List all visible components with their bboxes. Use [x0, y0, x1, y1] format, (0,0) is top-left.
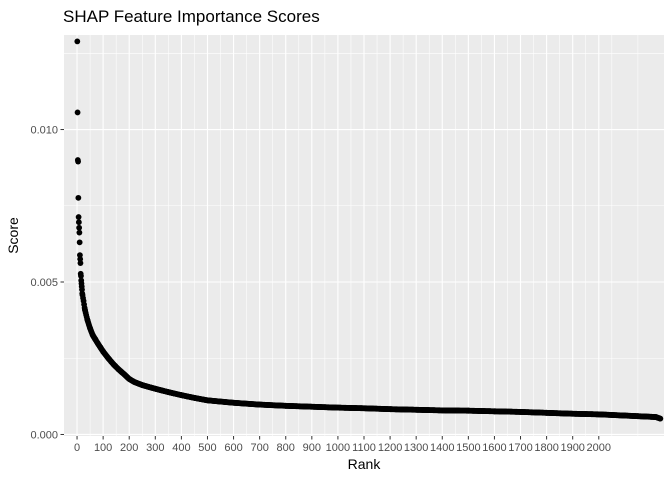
y-axis-title: Score	[5, 217, 21, 254]
x-tick-label: 600	[224, 442, 242, 454]
data-point	[76, 224, 83, 231]
x-tick-label: 1600	[482, 442, 506, 454]
data-point	[77, 260, 84, 266]
data-point	[78, 273, 84, 279]
data-point	[75, 158, 81, 165]
data-point	[74, 109, 81, 116]
y-tick-label: 0.000	[30, 429, 58, 441]
chart-title: SHAP Feature Importance Scores	[63, 7, 320, 26]
x-tick-label: 2000	[587, 442, 611, 454]
data-point	[657, 415, 664, 422]
y-tick-label: 0.010	[30, 125, 58, 137]
x-tick-label: 800	[277, 442, 295, 454]
x-tick-label: 1900	[560, 442, 584, 454]
x-tick-label: 1300	[404, 442, 428, 454]
x-tick-label: 1500	[456, 442, 480, 454]
x-tick-label: 1400	[430, 442, 454, 454]
x-tick-label: 500	[198, 442, 216, 454]
data-point	[74, 38, 81, 45]
data-points	[74, 38, 664, 422]
x-tick-label: 1100	[352, 442, 376, 454]
x-tick-label: 300	[146, 442, 164, 454]
x-tick-label: 900	[303, 442, 321, 454]
y-tick-label: 0.005	[30, 277, 58, 289]
x-tick-label: 1800	[534, 442, 558, 454]
data-point	[75, 194, 82, 201]
x-tick-label: 200	[120, 442, 138, 454]
x-axis-title: Rank	[348, 456, 382, 472]
grid-lines	[64, 35, 664, 436]
x-tick-label: 400	[172, 442, 190, 454]
x-tick-label: 100	[94, 442, 112, 454]
data-point	[75, 214, 82, 220]
data-point	[76, 229, 83, 236]
x-tick-label: 700	[250, 442, 268, 454]
x-tick-label: 1000	[326, 442, 350, 454]
data-point	[76, 239, 83, 246]
data-point	[75, 219, 82, 226]
x-tick-label: 1200	[378, 442, 402, 454]
y-axis: 0.000 0.005 0.010	[30, 125, 64, 441]
x-tick-label: 1700	[508, 442, 532, 454]
x-tick-label: 0	[74, 442, 80, 454]
x-axis: 0 100 200 300 400 500 600 700 800 900 1000 1100 1200…	[74, 436, 611, 454]
